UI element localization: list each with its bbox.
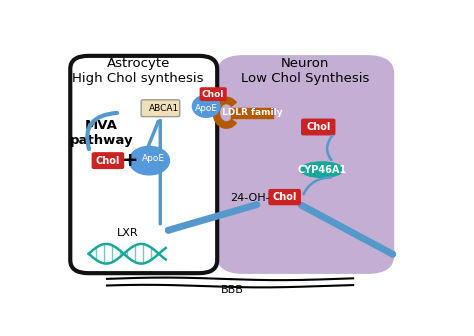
Text: ABCA1: ABCA1 <box>149 104 179 113</box>
Text: MVA
pathway: MVA pathway <box>70 120 133 148</box>
FancyArrowPatch shape <box>146 122 158 150</box>
FancyBboxPatch shape <box>201 88 226 100</box>
FancyArrowPatch shape <box>168 205 257 230</box>
Text: ApoE: ApoE <box>195 103 218 113</box>
FancyBboxPatch shape <box>92 153 124 168</box>
Wedge shape <box>129 146 169 175</box>
FancyBboxPatch shape <box>70 56 217 273</box>
FancyBboxPatch shape <box>269 190 300 205</box>
Text: Chol: Chol <box>96 156 120 166</box>
Text: 24-OH-: 24-OH- <box>230 193 270 203</box>
Text: ApoE: ApoE <box>141 154 164 163</box>
Text: LXR: LXR <box>117 228 138 238</box>
FancyArrowPatch shape <box>327 136 332 160</box>
FancyBboxPatch shape <box>301 119 335 135</box>
Text: Chol: Chol <box>202 90 224 99</box>
FancyArrowPatch shape <box>301 205 392 254</box>
FancyArrowPatch shape <box>87 113 117 149</box>
Text: CYP46A1: CYP46A1 <box>297 165 346 175</box>
Ellipse shape <box>192 95 220 117</box>
Text: BBB: BBB <box>220 285 243 295</box>
Text: Astrocyte
High Chol synthesis: Astrocyte High Chol synthesis <box>73 57 204 85</box>
FancyArrowPatch shape <box>303 177 331 194</box>
Ellipse shape <box>301 162 343 177</box>
Text: Chol: Chol <box>306 122 330 132</box>
Text: LDLR family: LDLR family <box>222 108 283 117</box>
Text: +: + <box>121 151 138 170</box>
Text: Neuron
Low Chol Synthesis: Neuron Low Chol Synthesis <box>241 57 370 85</box>
Text: Chol: Chol <box>272 192 297 202</box>
FancyBboxPatch shape <box>141 100 180 117</box>
FancyBboxPatch shape <box>217 56 393 273</box>
FancyBboxPatch shape <box>231 108 273 118</box>
